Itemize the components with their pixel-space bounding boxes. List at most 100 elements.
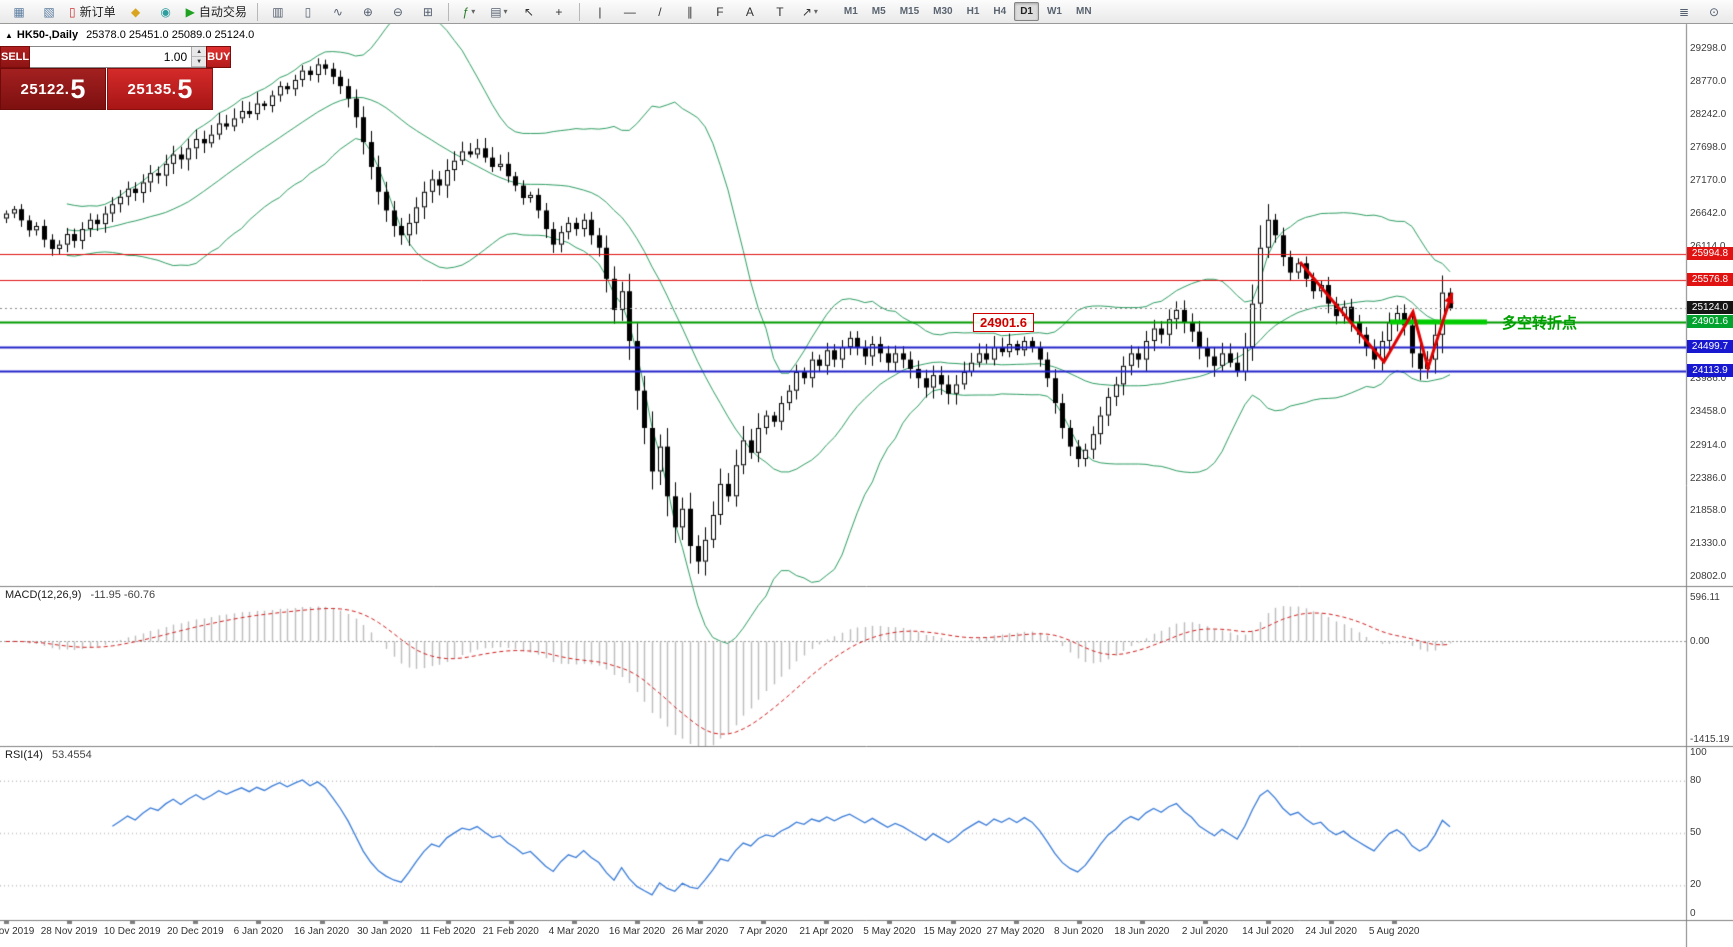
price-badge: 25124.0	[1687, 301, 1733, 315]
price-axis-label: 21330.0	[1690, 538, 1727, 550]
chevron-down-icon[interactable]: ▾	[813, 7, 818, 16]
profiles-icon: ▧	[43, 4, 55, 19]
date-label: 6 Jan 2020	[233, 926, 284, 937]
globe-icon: ◉	[160, 4, 171, 19]
date-label: 8 Jun 2020	[1053, 926, 1104, 937]
buy-price-box[interactable]: 25135. 5	[107, 68, 213, 110]
timeframe-button-d1[interactable]: D1	[1014, 2, 1039, 21]
date-label: 18 Nov 2019	[0, 926, 35, 937]
diamond-icon: ◆	[131, 4, 141, 19]
toolbar: ▦ ▧ ▯ 新订单 ◆ ◉ ▶ 自动交易 ▥ ▯ ∿ ⊕ ⊖ ⊞ ƒ ▾ ▤ ▾ ↖ + | — / ∥ F A T ↗ ▾ M1 M5 M…	[0, 0, 1733, 24]
date-label: 26 Mar 2020	[672, 926, 729, 937]
toolbar-separator	[256, 2, 258, 21]
zoom-out-button[interactable]: ⊖	[384, 1, 412, 23]
volume-field: ▲ ▼	[30, 46, 207, 68]
rsi-axis-label: 0	[1690, 908, 1696, 919]
line-chart-icon: ∿	[332, 4, 343, 19]
arrows-icon: ↗	[801, 4, 812, 19]
volume-spinner: ▲ ▼	[191, 47, 207, 67]
date-label: 15 May 2020	[923, 926, 982, 937]
price-axis-label: 22386.0	[1690, 472, 1727, 484]
rsi-axis-label: 100	[1690, 747, 1707, 758]
timeframe-button-h1[interactable]: H1	[966, 6, 980, 17]
date-label: 7 Apr 2020	[739, 926, 788, 937]
date-label: 16 Mar 2020	[608, 926, 666, 937]
date-label: 5 May 2020	[863, 926, 916, 937]
price-axis-label: 22914.0	[1690, 439, 1727, 451]
timeframe-bar: M1 M5 M15 M30 H1 H4 D1 W1 MN	[837, 2, 1099, 21]
date-label: 20 Dec 2019	[166, 926, 224, 937]
line-chart-button[interactable]: ∿	[324, 1, 352, 23]
indicators-icon: ƒ	[462, 4, 470, 19]
vertical-line-button[interactable]: |	[586, 1, 614, 23]
crosshair-button[interactable]: +	[545, 1, 573, 23]
buy-button[interactable]: BUY	[206, 46, 232, 68]
chevron-down-icon[interactable]: ▾	[471, 7, 476, 16]
sell-price-box[interactable]: 25122. 5	[0, 68, 106, 110]
price-axis-label: 23458.0	[1690, 405, 1727, 417]
label-button[interactable]: T	[766, 1, 794, 23]
date-label: 30 Jan 2020	[357, 926, 413, 937]
horizontal-line-icon: —	[623, 4, 636, 19]
autotrading-button[interactable]: ▶ 自动交易	[182, 1, 251, 23]
play-icon: ▶	[185, 4, 195, 19]
volume-down-button[interactable]: ▼	[192, 57, 207, 67]
rsi-axis-label: 50	[1690, 827, 1702, 838]
search-button[interactable]: ⊙	[1700, 1, 1728, 23]
date-label: 4 Mar 2020	[548, 926, 600, 937]
indicators-button[interactable]: ƒ ▾	[455, 1, 483, 23]
zoom-in-button[interactable]: ⊕	[354, 1, 382, 23]
price-badge: 24499.7	[1687, 340, 1733, 354]
timeframe-button-m15[interactable]: M15	[899, 6, 920, 17]
timeframe-button-m1[interactable]: M1	[843, 6, 858, 17]
volume-up-button[interactable]: ▲	[192, 47, 207, 57]
timeframe-button-m30[interactable]: M30	[933, 6, 953, 17]
timeframe-button-h4[interactable]: H4	[993, 6, 1007, 17]
chevron-down-icon[interactable]: ▾	[503, 7, 508, 16]
price-axis-label: 27170.0	[1690, 175, 1727, 187]
text-button[interactable]: A	[736, 1, 764, 23]
price-axis-label: 26114.0	[1690, 241, 1725, 252]
channel-icon: ∥	[686, 4, 693, 19]
market-button[interactable]: ◉	[152, 1, 180, 23]
price-axis-label: 26642.0	[1690, 208, 1727, 220]
toolbar-groups: ▦ ▧ ▯ 新订单 ◆ ◉ ▶ 自动交易 ▥ ▯ ∿ ⊕ ⊖ ⊞ ƒ ▾ ▤ ▾ ↖ + | — / ∥ F A T ↗ ▾	[4, 1, 825, 23]
timeframe-button-m5[interactable]: M5	[871, 6, 886, 17]
one-click-prices: 25122. 5 25135. 5	[0, 68, 213, 110]
timeframe-button-w1[interactable]: W1	[1046, 6, 1062, 17]
zoom-out-icon: ⊖	[392, 4, 403, 19]
sell-button[interactable]: SELL	[0, 46, 31, 68]
cursor-button[interactable]: ↖	[515, 1, 543, 23]
new-chart-button[interactable]: ▦	[5, 1, 33, 23]
new-order-button[interactable]: ▯ 新订单	[65, 1, 120, 23]
price-level-annotation[interactable]: 24901.6	[973, 313, 1034, 332]
tile-windows-button[interactable]: ⊞	[414, 1, 442, 23]
toolbar-right: ≣ ⊙	[1669, 1, 1729, 23]
candlestick-button[interactable]: ▯	[294, 1, 322, 23]
turning-point-annotation: 多空转折点	[1502, 315, 1578, 332]
horizontal-line-button[interactable]: —	[616, 1, 644, 23]
trendline-button[interactable]: /	[646, 1, 674, 23]
channel-button[interactable]: ∥	[676, 1, 704, 23]
sell-price-main: 25122.	[20, 80, 70, 98]
fibonacci-button[interactable]: F	[706, 1, 734, 23]
one-click-toggle-icon[interactable]: ▲	[5, 30, 13, 40]
date-label: 16 Jan 2020	[293, 926, 350, 937]
tile-windows-icon: ⊞	[422, 4, 433, 19]
bar-chart-button[interactable]: ▥	[264, 1, 292, 23]
profiles-button[interactable]: ▧	[35, 1, 63, 23]
new-order-button-label: 新订单	[79, 5, 116, 19]
autotrading-button-label: 自动交易	[198, 5, 247, 19]
price-badge: 24113.9	[1687, 364, 1733, 378]
price-axis-label: 27698.0	[1690, 142, 1727, 154]
volume-input[interactable]	[30, 47, 192, 67]
print-icon: ≣	[1678, 4, 1690, 19]
price-axis-label: 28770.0	[1690, 75, 1727, 87]
timeframe-button-mn[interactable]: MN	[1075, 6, 1092, 17]
arrows-button[interactable]: ↗ ▾	[796, 1, 824, 23]
mql5-button[interactable]: ◆	[122, 1, 150, 23]
templates-button[interactable]: ▤ ▾	[485, 1, 513, 23]
chart-ohlc-label: 25378.0 25451.0 25089.0 25124.0	[86, 29, 255, 41]
print-button[interactable]: ≣	[1670, 1, 1698, 23]
